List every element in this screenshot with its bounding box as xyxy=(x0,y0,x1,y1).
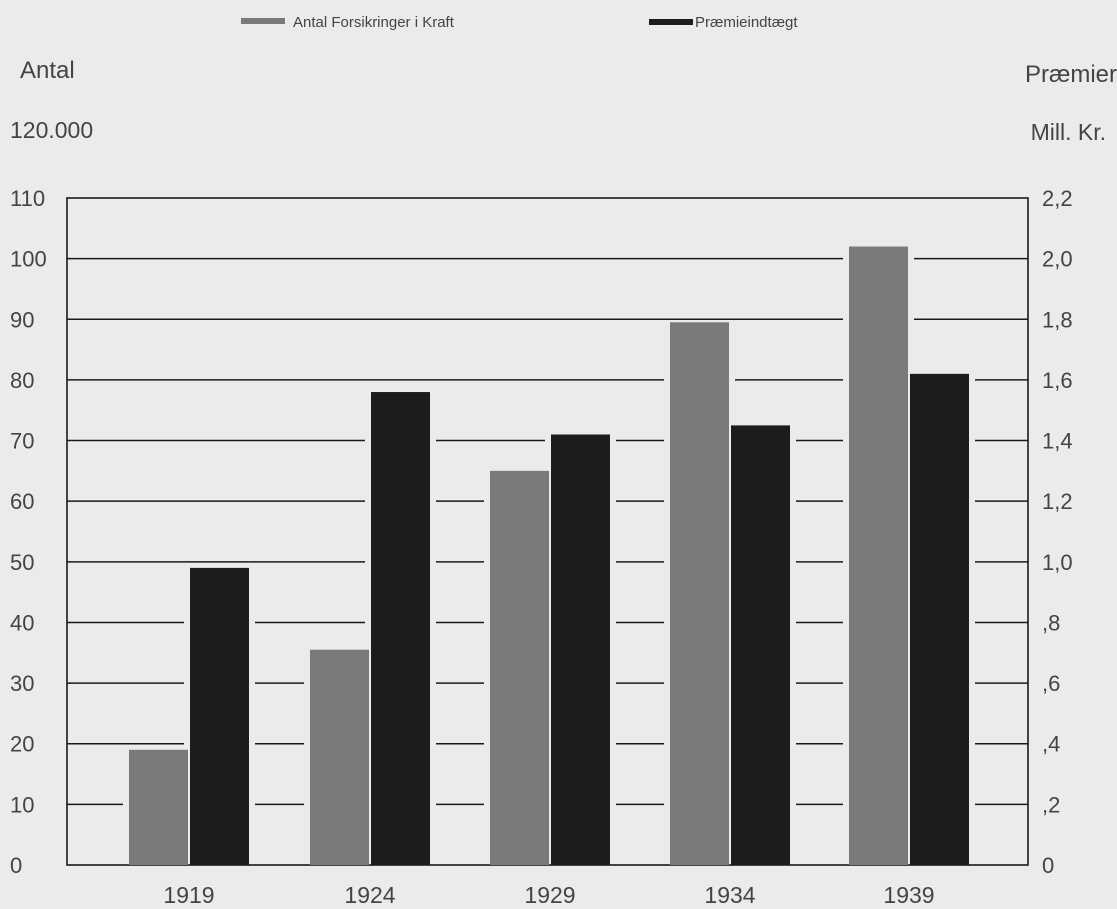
x-tick-label: 1934 xyxy=(704,882,755,908)
x-tick-label: 1929 xyxy=(524,882,575,908)
left-tick-label: 20 xyxy=(10,732,34,757)
right-tick-label: 1,0 xyxy=(1042,550,1073,575)
legend-swatch-antal xyxy=(241,18,285,24)
right-tick-label: 2,0 xyxy=(1042,247,1073,272)
bar-praemie-1924 xyxy=(371,392,430,865)
left-tick-label: 60 xyxy=(10,489,34,514)
left-tick-label: 110 xyxy=(10,186,45,211)
left-axis-unit: 120.000 xyxy=(10,117,93,143)
right-tick-label: ,6 xyxy=(1042,671,1060,696)
bar-praemie-1929 xyxy=(551,434,610,865)
bar-praemie-1939 xyxy=(910,373,969,865)
left-tick-label: 10 xyxy=(10,792,34,817)
right-tick-label: 2,2 xyxy=(1042,186,1073,211)
right-tick-label: ,2 xyxy=(1042,792,1060,817)
bar-antal-1924 xyxy=(310,649,369,865)
right-axis-unit: Mill. Kr. xyxy=(1031,119,1106,145)
x-tick-label: 1939 xyxy=(883,882,934,908)
right-tick-label: 0 xyxy=(1042,853,1054,878)
right-tick-label: ,4 xyxy=(1042,732,1060,757)
left-tick-label: 30 xyxy=(10,671,34,696)
left-tick-label: 0 xyxy=(10,853,22,878)
right-tick-label: 1,2 xyxy=(1042,489,1073,514)
bar-antal-1939 xyxy=(849,246,908,865)
left-tick-label: 50 xyxy=(10,550,34,575)
left-tick-label: 40 xyxy=(10,610,34,635)
bar-antal-1929 xyxy=(490,470,549,865)
right-tick-label: ,8 xyxy=(1042,610,1060,635)
legend-label-praemie: Præmieindtægt xyxy=(695,14,798,31)
legend-swatch-praemie xyxy=(649,19,693,25)
legend-label-antal: Antal Forsikringer i Kraft xyxy=(293,14,455,31)
left-axis-title: Antal xyxy=(20,57,75,84)
x-tick-label: 1919 xyxy=(163,882,214,908)
right-tick-label: 1,6 xyxy=(1042,368,1073,393)
left-tick-label: 70 xyxy=(10,429,34,454)
left-tick-label: 90 xyxy=(10,307,34,332)
left-tick-label: 80 xyxy=(10,368,34,393)
right-tick-label: 1,8 xyxy=(1042,307,1073,332)
right-tick-label: 1,4 xyxy=(1042,429,1073,454)
bar-antal-1919 xyxy=(129,749,188,865)
bar-antal-1934 xyxy=(670,322,729,865)
x-tick-label: 1924 xyxy=(344,882,395,908)
bar-praemie-1919 xyxy=(190,567,249,865)
left-tick-label: 100 xyxy=(10,247,47,272)
right-axis-title: Præmier xyxy=(1025,61,1117,88)
bar-praemie-1934 xyxy=(731,425,790,865)
